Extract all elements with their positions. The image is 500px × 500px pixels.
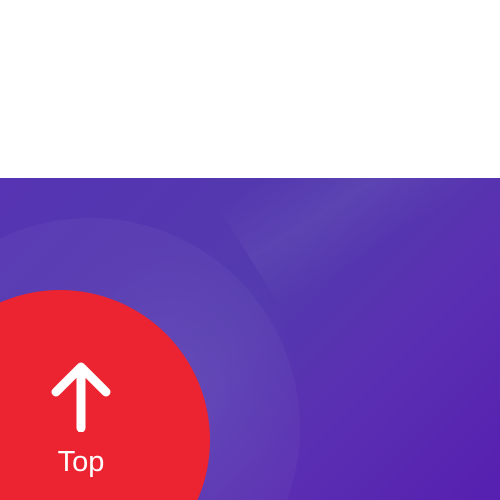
back-to-top-label: Top [57, 446, 105, 478]
arrow-up-icon [51, 362, 111, 432]
